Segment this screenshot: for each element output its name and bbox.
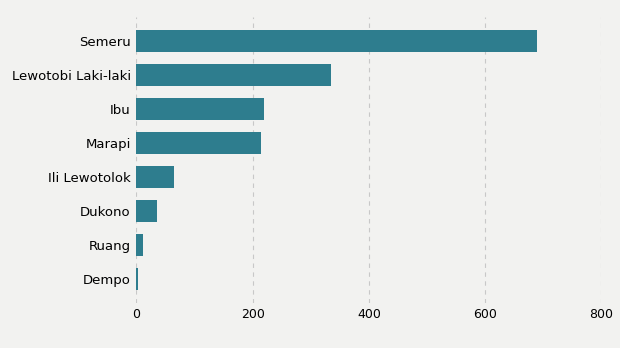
Bar xyxy=(136,64,331,86)
Bar xyxy=(136,234,143,256)
Bar xyxy=(136,200,157,222)
Bar xyxy=(136,268,138,290)
Bar xyxy=(136,98,264,120)
Bar xyxy=(136,132,262,154)
Bar xyxy=(136,166,174,188)
Bar xyxy=(136,30,538,53)
